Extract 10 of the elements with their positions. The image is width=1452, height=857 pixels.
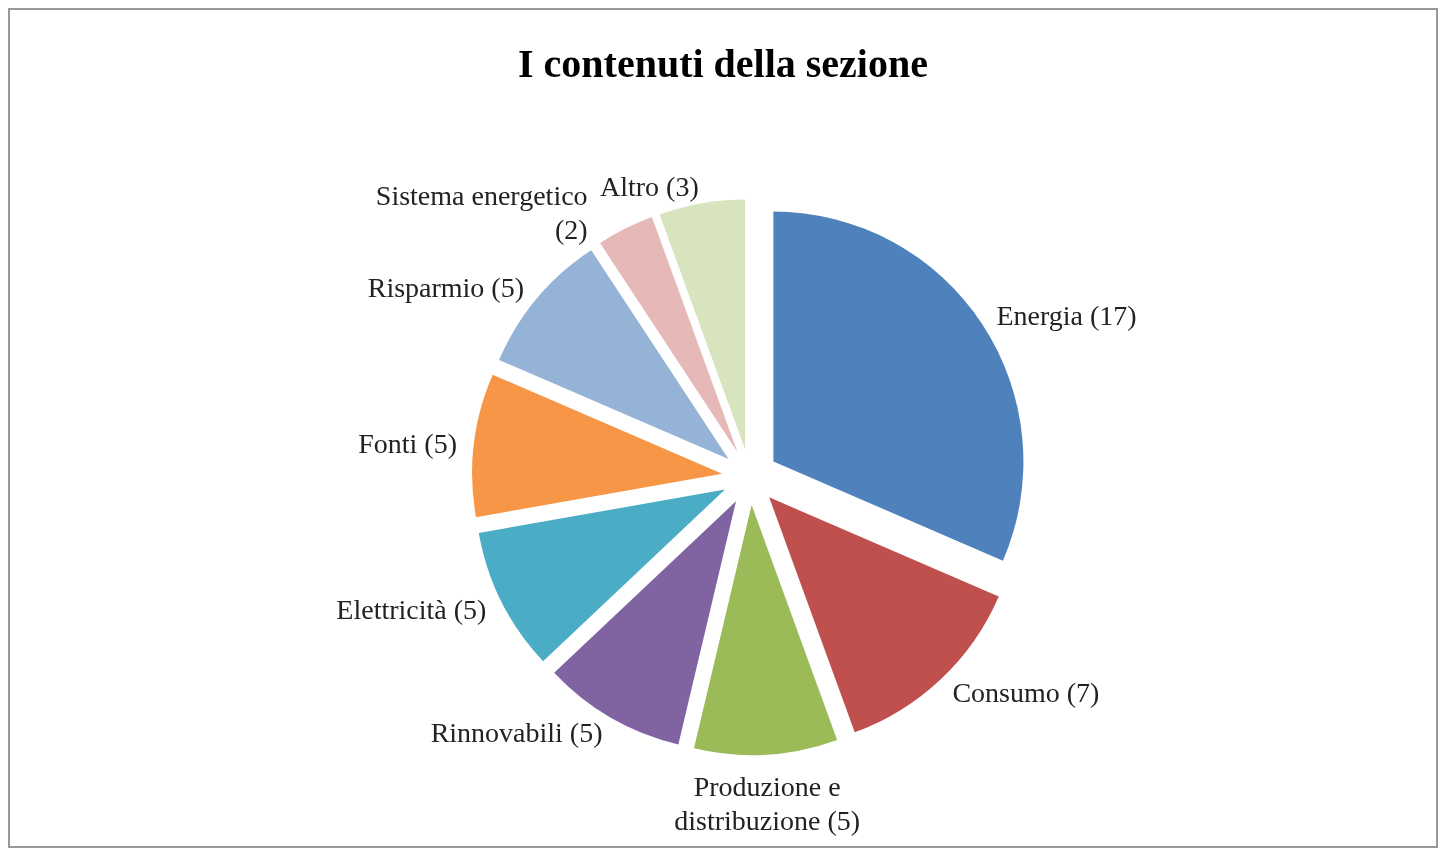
slice-label: Risparmio (5) bbox=[367, 272, 525, 304]
slice-label: Rinnovabili (5) bbox=[430, 717, 603, 749]
slice-label: Elettricità (5) bbox=[336, 594, 487, 626]
slice-label: Fonti (5) bbox=[358, 427, 457, 459]
slice-label: Altro (3) bbox=[600, 171, 699, 203]
slice-label: Energia (17) bbox=[996, 299, 1137, 331]
chart-title: I contenuti della sezione bbox=[517, 40, 929, 87]
slice-label: Sistema energetico (2) bbox=[375, 180, 588, 246]
slice-label: Consumo (7) bbox=[952, 676, 1100, 708]
slice-label: Produzione e distribuzione (5) bbox=[674, 770, 861, 836]
